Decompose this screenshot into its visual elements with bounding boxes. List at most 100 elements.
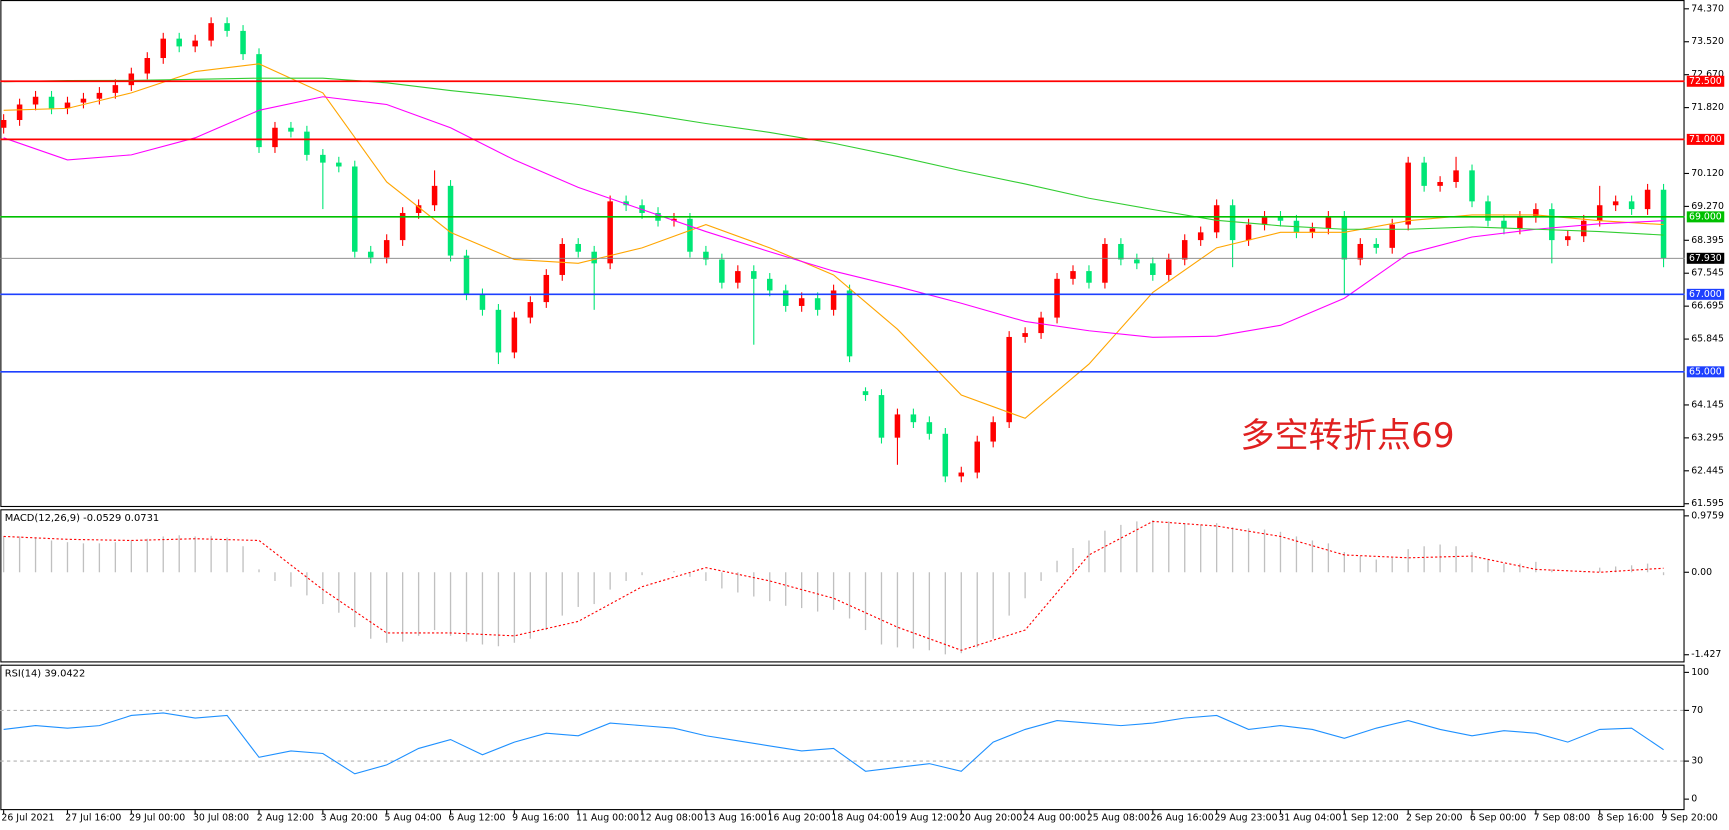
candle-body xyxy=(495,309,502,353)
y-tick-label: 100 xyxy=(1691,667,1709,678)
price-label: 67.930 xyxy=(1689,253,1722,264)
candle-body xyxy=(176,38,182,47)
candle-body xyxy=(1070,271,1076,279)
candle-body xyxy=(447,185,454,256)
candle-body xyxy=(766,278,773,291)
x-tick-label: 29 Aug 23:00 xyxy=(1214,812,1277,823)
x-tick-label: 29 Jul 00:00 xyxy=(129,812,185,823)
x-tick-label: 16 Aug 20:00 xyxy=(768,812,831,823)
candle-body xyxy=(1277,216,1284,221)
x-tick-label: 8 Sep 16:00 xyxy=(1598,812,1655,823)
candle-body xyxy=(1501,220,1507,229)
candle-body xyxy=(1405,162,1411,225)
candle-body xyxy=(32,96,39,105)
candle-body xyxy=(1421,162,1427,186)
candle-body xyxy=(1213,205,1220,233)
candle-body xyxy=(0,120,7,128)
candle-body xyxy=(1373,243,1380,248)
candle-body xyxy=(894,414,901,438)
y-tick-label: 0 xyxy=(1691,794,1697,805)
candle-body xyxy=(527,302,534,318)
x-tick-label: 11 Aug 00:00 xyxy=(576,812,639,823)
candle-body xyxy=(575,243,581,252)
main-panel-frame xyxy=(0,0,1685,508)
candle-body xyxy=(112,85,119,93)
candle-body xyxy=(1022,333,1028,337)
candle-body xyxy=(1437,181,1443,186)
candle-body xyxy=(1644,189,1651,210)
candle-body xyxy=(942,433,949,477)
level-label-box xyxy=(1686,133,1725,145)
candle-body xyxy=(1309,228,1316,233)
candle-body xyxy=(256,54,262,148)
candle-body xyxy=(1612,201,1619,206)
candle-body xyxy=(383,240,390,258)
candle-body xyxy=(1565,236,1571,241)
moving-average xyxy=(3,77,1664,236)
macd-panel-frame xyxy=(0,509,1685,663)
x-tick-label: 2 Sep 20:00 xyxy=(1406,812,1463,823)
candle-body xyxy=(192,40,198,47)
candle-body xyxy=(1357,243,1364,260)
x-tick-label: 31 Aug 04:00 xyxy=(1278,812,1341,823)
x-tick-label: 6 Sep 00:00 xyxy=(1470,812,1527,823)
candle-body xyxy=(782,290,789,306)
x-tick-label: 9 Sep 20:00 xyxy=(1661,812,1718,823)
candle-body xyxy=(224,23,230,31)
annotation: 多空转折点69 xyxy=(1240,416,1454,456)
x-tick-label: 25 Aug 08:00 xyxy=(1087,812,1150,823)
x-tick-label: 27 Jul 16:00 xyxy=(65,812,121,823)
candle-body xyxy=(1134,259,1140,264)
y-tick-label: 74.370 xyxy=(1691,3,1724,14)
candle-body xyxy=(926,422,933,434)
candle-body xyxy=(1229,205,1236,241)
candle-body xyxy=(96,92,103,99)
x-tick-label: 12 Aug 08:00 xyxy=(640,812,703,823)
candle-body xyxy=(1118,243,1124,260)
candle-body xyxy=(320,154,326,163)
level-label-box xyxy=(1686,211,1725,223)
candle-body xyxy=(1197,232,1204,241)
candle-body xyxy=(878,395,885,438)
candle-body xyxy=(1181,240,1188,260)
candle-body xyxy=(367,251,374,258)
x-tick-label: 2 Aug 12:00 xyxy=(257,812,314,823)
moving-average xyxy=(3,63,1664,419)
x-tick-label: 3 Aug 20:00 xyxy=(321,812,378,823)
y-tick-label: 30 xyxy=(1691,756,1703,767)
y-tick-label: 71.820 xyxy=(1691,102,1724,113)
candle-body xyxy=(1341,216,1348,260)
y-tick-label: 0.9759 xyxy=(1691,510,1724,521)
candle-body xyxy=(399,212,406,241)
level-label-box xyxy=(1686,366,1725,378)
candle-body xyxy=(1086,271,1092,283)
rsi-panel-frame xyxy=(0,664,1685,811)
y-tick-label: 65.845 xyxy=(1691,334,1724,345)
x-tick-label: 24 Aug 00:00 xyxy=(1023,812,1086,823)
x-tick-label: 18 Aug 04:00 xyxy=(831,812,894,823)
candle-body xyxy=(1660,189,1667,259)
candle-body xyxy=(272,127,278,148)
candle-body xyxy=(1533,209,1539,217)
candle-body xyxy=(958,472,965,477)
level-label: 69.000 xyxy=(1689,211,1722,222)
x-tick-label: 1 Sep 12:00 xyxy=(1342,812,1399,823)
candle-body xyxy=(990,422,996,442)
candle-body xyxy=(48,96,55,109)
macd-signal xyxy=(3,520,1664,651)
candle-body xyxy=(415,205,422,213)
candle-body xyxy=(304,131,310,155)
candle-body xyxy=(719,259,725,283)
candle-body xyxy=(814,298,821,310)
macd-title: MACD(12,26,9) -0.0529 0.0731 xyxy=(5,513,159,524)
y-tick-label: 61.595 xyxy=(1691,498,1724,509)
candle-body xyxy=(511,317,518,353)
candle-body xyxy=(623,201,629,206)
rsi-line xyxy=(3,712,1664,775)
level-label-box xyxy=(1686,75,1725,87)
candle-body xyxy=(352,166,358,252)
candle-body xyxy=(1596,205,1603,221)
x-tick-label: 6 Aug 12:00 xyxy=(448,812,505,823)
